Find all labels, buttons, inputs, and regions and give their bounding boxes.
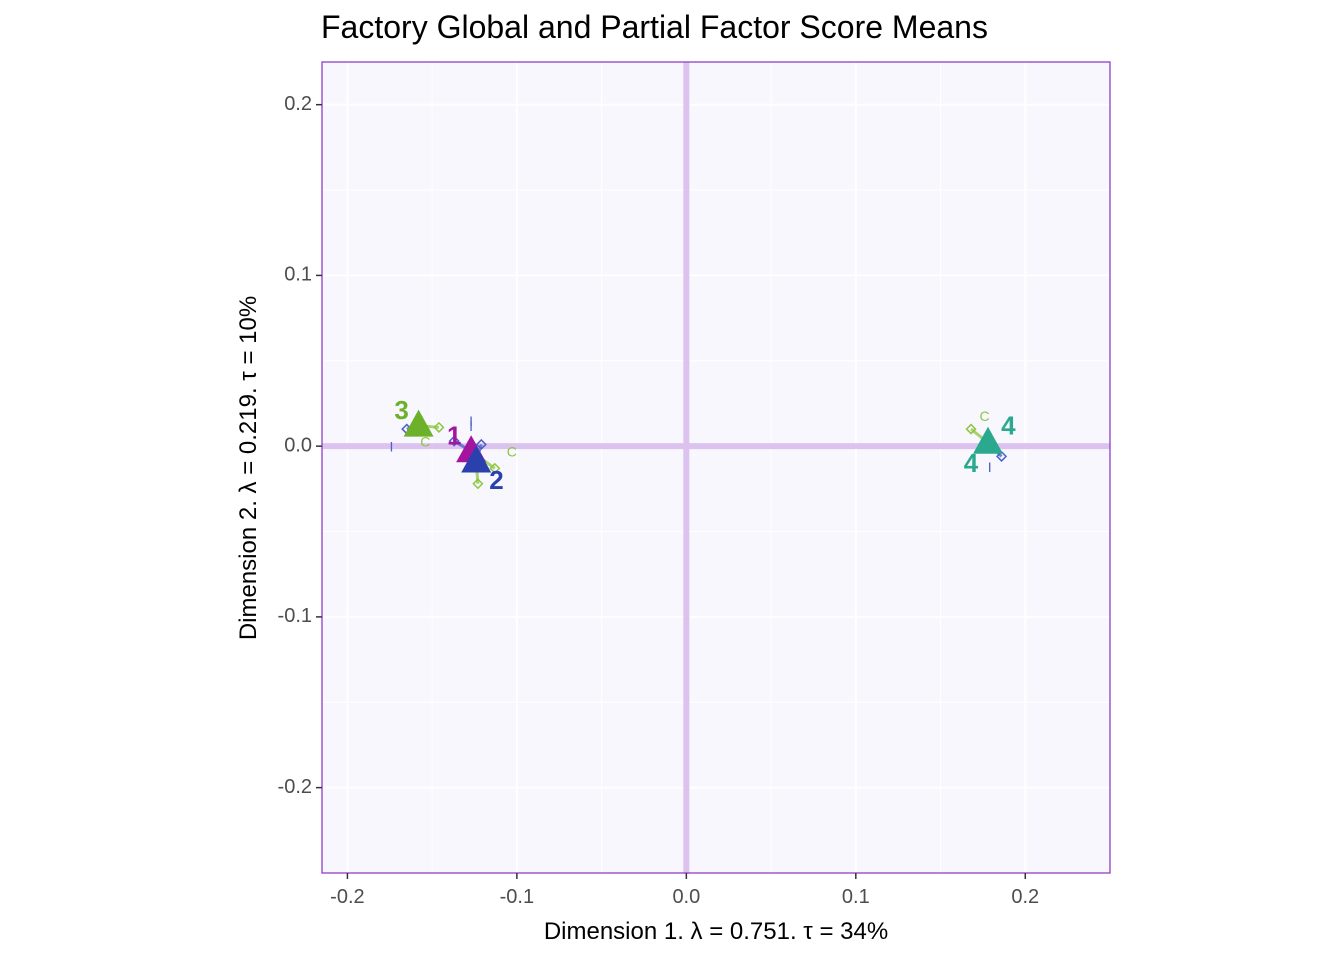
x-axis-ticks: -0.2 -0.1 0.0 0.1 0.2 (330, 873, 1039, 908)
data-points: CI1CI2CI3CI44 (390, 395, 1017, 495)
group-label: 2 (489, 465, 503, 495)
chart-title: Factory Global and Partial Factor Score … (321, 9, 988, 45)
partial-score-label: C (507, 444, 517, 460)
plot-panel (322, 62, 1110, 873)
partial-score-label: I (988, 459, 992, 475)
partial-score-label: I (469, 413, 473, 429)
global-mean-marker (461, 445, 492, 473)
y-axis-ticks: -0.2 -0.1 0.0 0.1 0.2 (278, 93, 322, 798)
x-tick-label: 0.2 (1011, 886, 1039, 908)
global-mean-marker (403, 409, 434, 437)
x-tick-label: 0.1 (842, 886, 870, 908)
global-mean-marker (972, 426, 1003, 454)
partial-score-marker (489, 462, 501, 474)
group-label: 4 (964, 448, 979, 478)
partial-score-marker (472, 478, 484, 490)
panel-border (321, 61, 1111, 874)
x-axis-title: Dimension 1. λ = 0.751. τ = 34% (544, 918, 888, 945)
group-label: 1 (447, 420, 461, 450)
x-tick-label: -0.2 (330, 886, 364, 908)
y-tick-label: -0.1 (278, 605, 312, 627)
partial-score-marker (995, 450, 1008, 462)
y-tick-label: 0.2 (284, 93, 312, 115)
partial-score-label: I (390, 439, 394, 455)
group-label: 4 (1001, 410, 1016, 440)
y-axis-title: Dimension 2. λ = 0.219. τ = 10% (235, 296, 262, 640)
partial-score-label: I (469, 418, 473, 434)
partial-score-marker (448, 435, 460, 447)
partial-score-label: C (980, 408, 990, 424)
partial-score-marker (433, 421, 445, 433)
group-label: 3 (394, 395, 408, 425)
partial-score-marker (965, 423, 977, 435)
y-tick-label: 0.1 (284, 264, 312, 286)
y-tick-label: 0.0 (284, 434, 312, 456)
x-tick-label: 0.0 (672, 886, 700, 908)
partial-score-label: C (420, 433, 430, 449)
x-tick-label: -0.1 (500, 886, 534, 908)
y-tick-label: -0.2 (278, 776, 312, 798)
partial-score-marker (475, 438, 487, 451)
